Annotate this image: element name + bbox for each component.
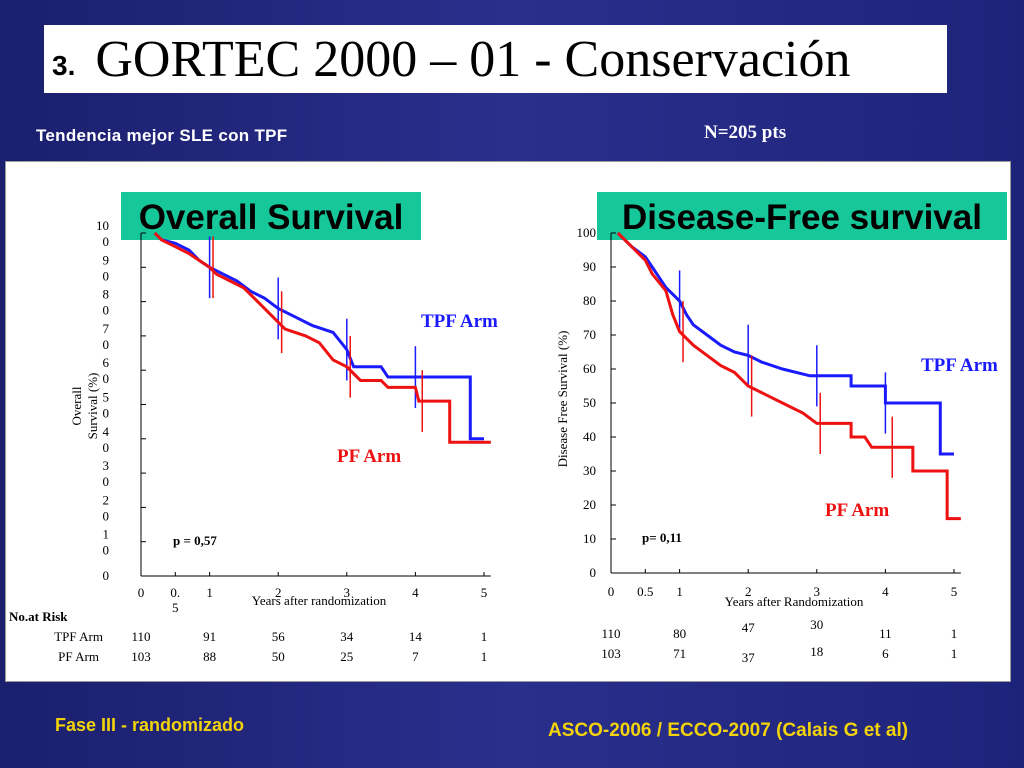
dfs-y-tick-label-60: 60 [583,361,596,376]
dfs-at-risk-tpf-4: 11 [879,626,892,641]
patient-count: N=205 pts [704,122,787,143]
dfs-at-risk-tpf-1: 80 [673,626,686,641]
dfs-y-axis-label: Disease Free Survival (%) [555,331,570,468]
dfs-y-tick-label-80: 80 [583,293,596,308]
dfs-at-risk-pf-1: 71 [673,646,686,661]
os-at-risk-pf-1: 88 [203,649,216,664]
os-series-pf-line [153,231,491,444]
dfs-p-value: p= 0,11 [642,530,682,545]
os-at-risk-tpf-5: 1 [481,629,488,644]
os-x-tick-label-5: 5 [481,585,488,600]
footer-study-type: Fase III - randomizado [55,715,245,735]
dfs-x-tick-label-5: 5 [951,584,958,599]
os-risk-row-label-tpf: TPF Arm [54,629,103,644]
dfs-chart-title: Disease-Free survival [622,198,982,237]
os-x-tick-label-0: 0 [138,585,145,600]
dfs-pf-label: PF Arm [825,500,889,521]
os-at-risk-pf-5: 1 [481,649,488,664]
dfs-heading-bg [597,192,1007,240]
os-x-tick-label-2: 2 [275,585,282,600]
dfs-at-risk-pf-0: 103 [601,646,621,661]
os-x-tick-label-4: 4 [412,585,419,600]
dfs-y-tick-label-50: 50 [583,395,596,410]
dfs-at-risk-tpf-0: 110 [601,626,620,641]
dfs-y-tick-label-20: 20 [583,497,596,512]
os-x-tick-label-3: 3 [344,585,351,600]
dfs-series-tpf-line [616,231,954,456]
dfs-x-tick-label-1: 1 [676,584,683,599]
dfs-at-risk-tpf-2: 47 [742,620,756,635]
dfs-tpf-label: TPF Arm [921,355,998,376]
os-risk-title: No.at Risk [9,609,68,624]
dfs-at-risk-tpf-3: 30 [810,617,823,632]
os-at-risk-pf-4: 7 [412,649,419,664]
dfs-at-risk-pf-4: 6 [882,646,889,661]
dfs-x-tick-label-0.5: 0.5 [637,584,653,599]
os-at-risk-pf-2: 50 [272,649,285,664]
title-box: 3. GORTEC 2000 – 01 - Conservación [44,25,947,93]
os-chart-title: Overall Survival [139,198,404,237]
os-at-risk-tpf-0: 110 [131,629,150,644]
slide-subtitle: Tendencia mejor SLE con TPF [36,126,288,145]
dfs-series-pf-line [616,231,961,521]
slide-title: GORTEC 2000 – 01 - Conservación [95,30,851,88]
dfs-y-tick-label-90: 90 [583,259,596,274]
dfs-at-risk-pf-5: 1 [951,646,958,661]
os-at-risk-tpf-1: 91 [203,629,216,644]
os-at-risk-tpf-2: 56 [272,629,286,644]
dfs-y-tick-label-0: 0 [590,565,597,580]
dfs-at-risk-pf-2: 37 [742,650,756,665]
os-y-tick-label-100: 10 0 [96,218,109,249]
os-at-risk-pf-3: 25 [340,649,353,664]
os-at-risk-tpf-4: 14 [409,629,423,644]
dfs-x-tick-label-4: 4 [882,584,889,599]
dfs-at-risk-tpf-5: 1 [951,626,958,641]
dfs-x-tick-label-2: 2 [745,584,752,599]
os-tpf-label: TPF Arm [421,311,498,332]
footer-reference: ASCO-2006 / ECCO-2007 (Calais G et al) [548,720,909,741]
os-heading-bg [121,192,421,240]
os-risk-row-label-pf: PF Arm [58,649,99,664]
dfs-y-tick-label-30: 30 [583,463,596,478]
dfs-y-tick-label-10: 10 [583,531,596,546]
slide-number: 3. [52,50,76,81]
os-y-axis-label: OverallSurvival (%) [69,373,100,440]
charts-panel: Overall Survival 0 1 0 2 0 3 0 4 0 5 0 6 0 7 0 8 0 9 0 10 0 0 0… [5,161,1011,682]
os-at-risk-pf-0: 103 [131,649,151,664]
os-y-tick-label-0: 0 [103,568,110,583]
dfs-y-tick-label-40: 40 [583,429,596,444]
dfs-y-tick-label-100: 100 [577,225,597,240]
os-x-tick-label-0.5: 0. 5 [170,585,180,615]
os-pf-label: PF Arm [337,446,401,467]
dfs-x-tick-label-3: 3 [814,584,821,599]
dfs-y-tick-label-70: 70 [583,327,596,342]
os-x-tick-label-1: 1 [206,585,213,600]
os-at-risk-tpf-3: 34 [340,629,354,644]
os-x-axis-label: Years after randomization [252,593,387,608]
dfs-x-axis-label: Years after Randomization [725,594,864,609]
dfs-at-risk-pf-3: 18 [810,644,823,659]
os-p-value: p = 0,57 [173,533,217,548]
dfs-x-tick-label-0: 0 [608,584,615,599]
